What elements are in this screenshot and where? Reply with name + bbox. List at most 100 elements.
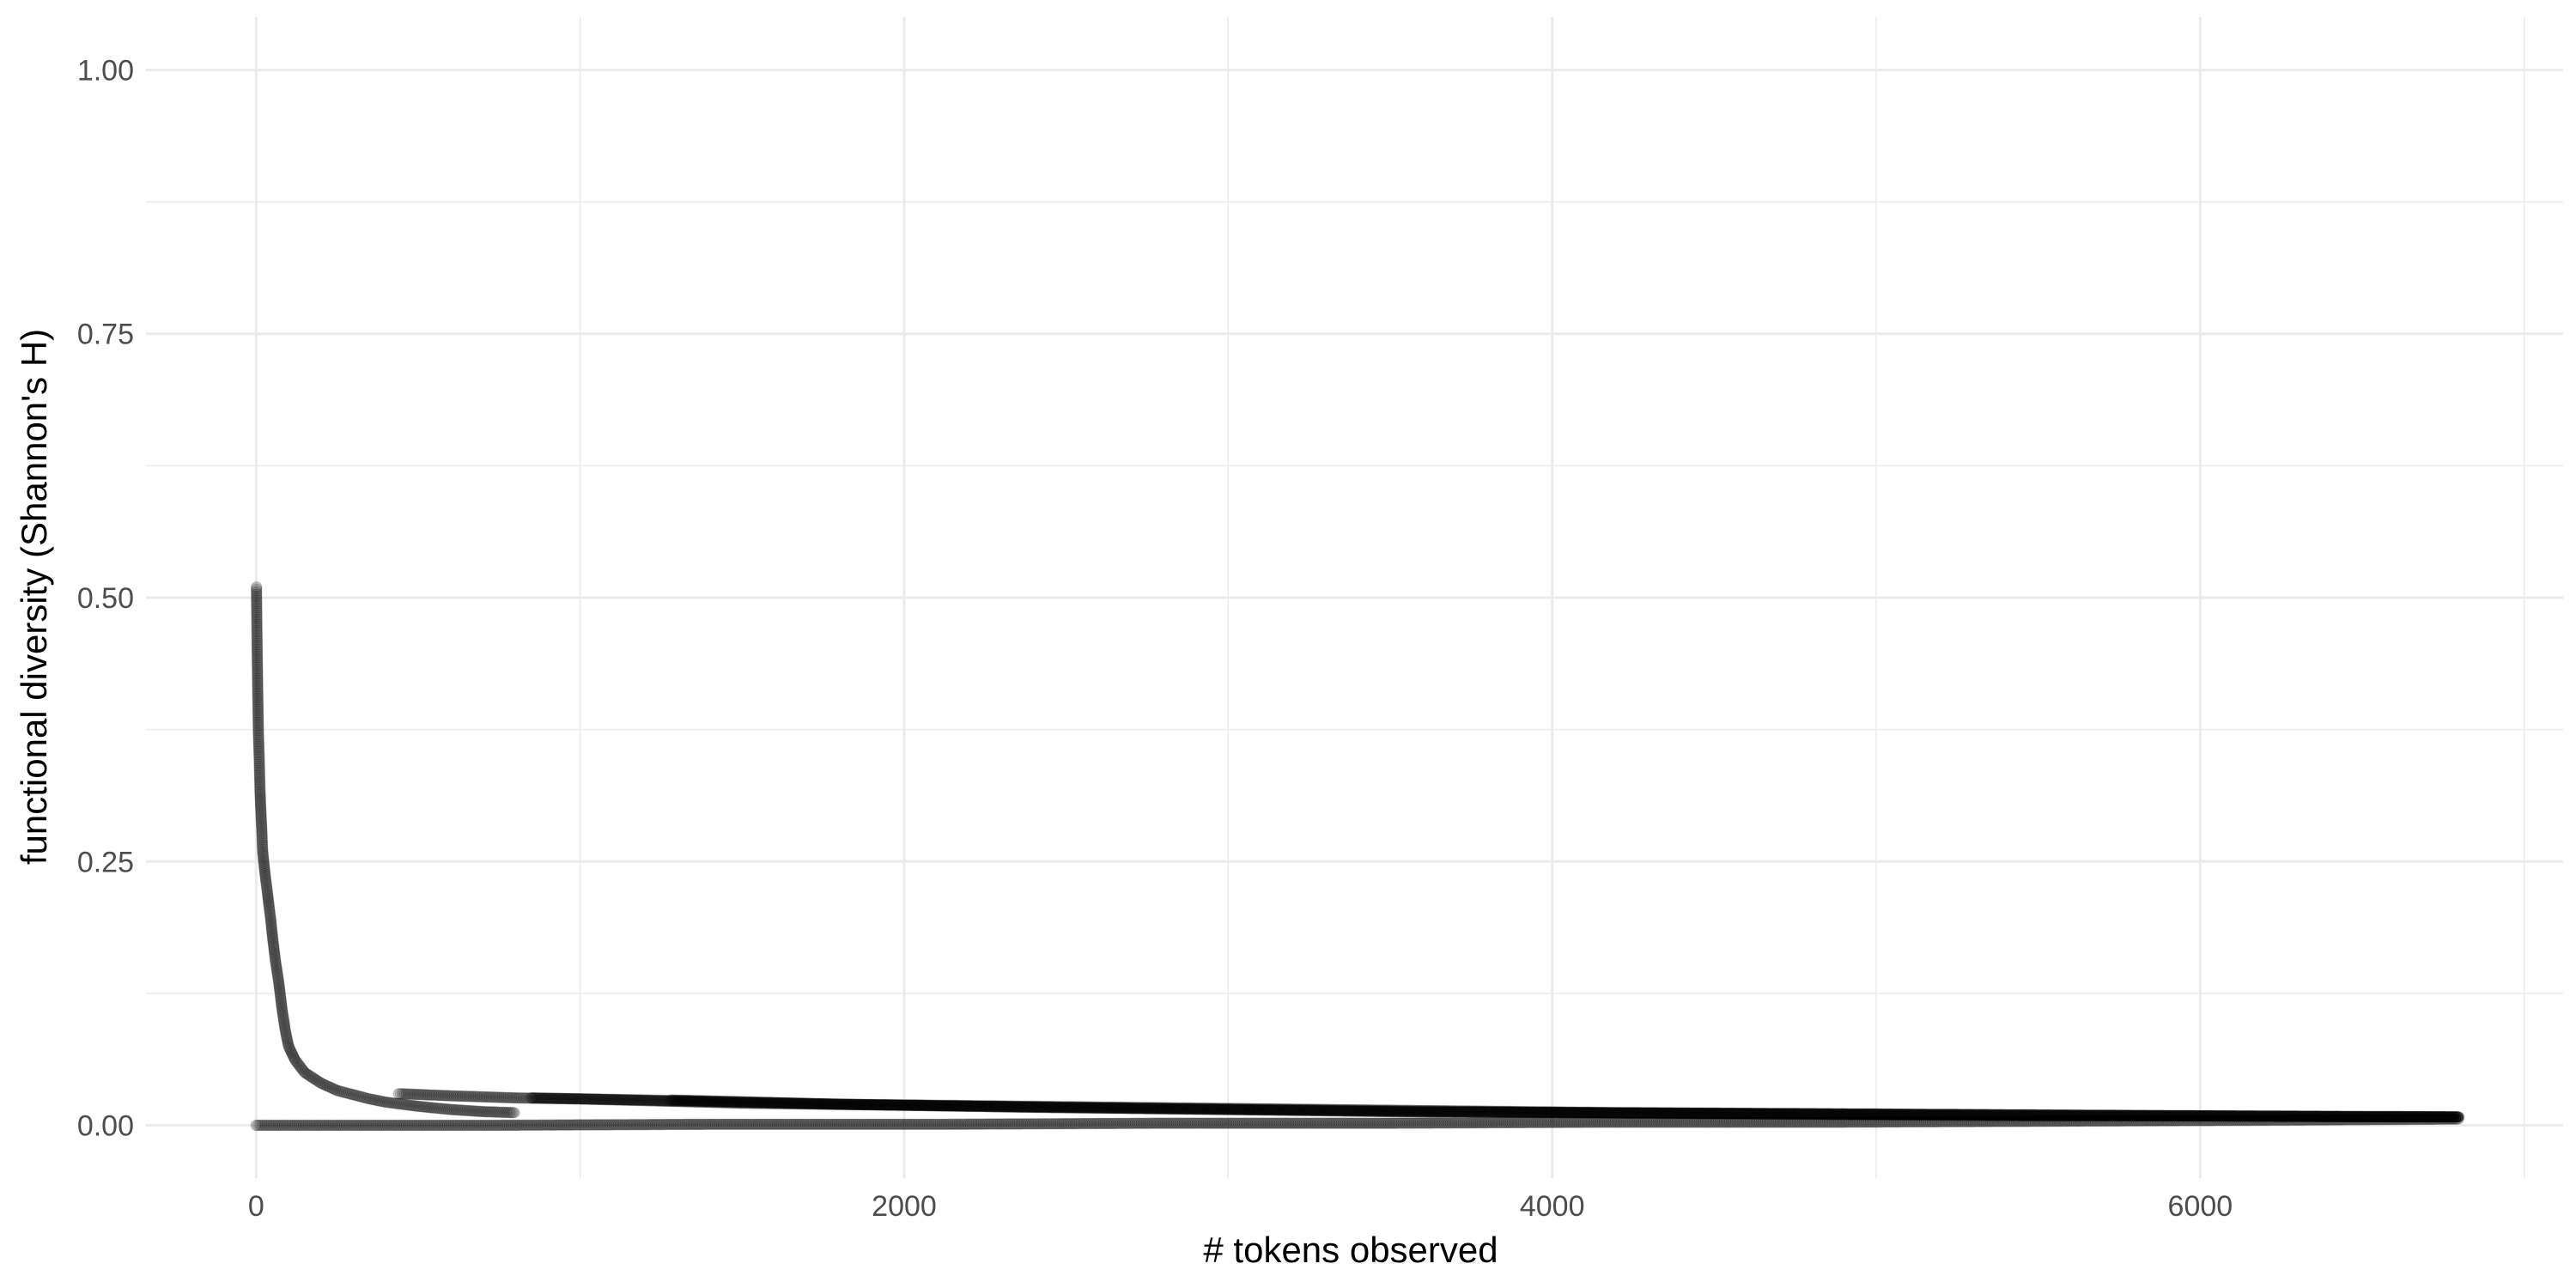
data-point bbox=[477, 1105, 489, 1118]
data-point bbox=[257, 848, 269, 860]
data-point bbox=[826, 1098, 839, 1110]
data-point bbox=[252, 666, 264, 678]
data-point bbox=[823, 1098, 835, 1110]
data-point bbox=[557, 1092, 569, 1105]
data-point bbox=[1018, 1101, 1031, 1113]
data-point bbox=[396, 1098, 408, 1110]
data-point bbox=[416, 1101, 428, 1113]
data-point bbox=[251, 647, 264, 659]
data-point bbox=[665, 1095, 677, 1108]
data-point bbox=[1100, 1102, 1112, 1114]
data-point bbox=[410, 1100, 422, 1112]
data-point bbox=[744, 1097, 756, 1109]
data-point bbox=[1062, 1102, 1074, 1114]
data-point bbox=[252, 663, 264, 675]
data-point bbox=[535, 1092, 548, 1104]
data-point bbox=[270, 956, 282, 968]
data-point bbox=[255, 808, 267, 820]
data-point bbox=[273, 981, 285, 993]
data-point bbox=[450, 1090, 462, 1102]
data-point bbox=[949, 1100, 961, 1112]
data-point bbox=[731, 1097, 743, 1109]
data-point bbox=[435, 1090, 447, 1102]
data-point bbox=[892, 1099, 905, 1111]
data-point bbox=[318, 1078, 331, 1091]
data-point bbox=[660, 1095, 673, 1108]
data-point bbox=[253, 769, 265, 782]
data-point bbox=[1034, 1101, 1046, 1113]
data-point bbox=[455, 1090, 468, 1103]
data-point bbox=[251, 604, 263, 616]
data-point bbox=[252, 732, 264, 744]
data-point bbox=[498, 1091, 510, 1103]
data-point bbox=[987, 1100, 999, 1113]
data-point bbox=[465, 1091, 477, 1103]
data-point bbox=[939, 1100, 951, 1112]
data-point bbox=[952, 1100, 965, 1112]
data-point bbox=[380, 1096, 392, 1109]
data-point bbox=[255, 806, 267, 818]
data-point bbox=[906, 1099, 918, 1111]
data-point bbox=[278, 1018, 290, 1030]
data-point bbox=[252, 671, 264, 684]
data-point bbox=[270, 963, 283, 975]
data-point bbox=[851, 1098, 863, 1111]
data-point bbox=[570, 1093, 582, 1105]
data-point bbox=[254, 795, 266, 808]
data-point bbox=[541, 1092, 553, 1104]
data-point bbox=[657, 1095, 669, 1107]
data-point bbox=[264, 902, 276, 914]
data-point bbox=[254, 783, 266, 795]
data-point bbox=[708, 1097, 720, 1109]
data-point bbox=[258, 859, 270, 872]
data-point bbox=[253, 753, 265, 765]
data-point bbox=[755, 1097, 767, 1109]
data-point bbox=[264, 904, 276, 916]
data-point bbox=[830, 1098, 842, 1110]
data-point bbox=[789, 1097, 801, 1110]
data-point bbox=[252, 655, 264, 668]
data-point bbox=[964, 1100, 976, 1112]
data-point bbox=[270, 957, 282, 969]
data-point bbox=[1042, 1101, 1054, 1114]
data-point bbox=[408, 1088, 420, 1101]
data-point bbox=[301, 1067, 313, 1079]
data-point bbox=[251, 645, 264, 657]
data-point bbox=[251, 623, 263, 635]
data-point bbox=[258, 866, 270, 878]
data-point bbox=[635, 1094, 647, 1107]
data-point bbox=[264, 906, 276, 919]
data-point bbox=[256, 823, 268, 835]
data-point bbox=[263, 896, 275, 908]
data-point bbox=[1043, 1101, 1055, 1114]
data-point bbox=[646, 1095, 658, 1107]
data-point bbox=[422, 1102, 435, 1114]
data-point bbox=[252, 689, 264, 701]
data-point bbox=[670, 1096, 683, 1108]
data-point bbox=[495, 1091, 507, 1103]
data-point bbox=[402, 1088, 414, 1100]
data-point bbox=[437, 1090, 449, 1102]
data-point bbox=[734, 1097, 746, 1109]
data-point bbox=[255, 815, 267, 828]
data-point bbox=[452, 1104, 464, 1116]
data-point bbox=[256, 829, 268, 842]
data-point bbox=[284, 1043, 296, 1055]
data-point bbox=[260, 876, 272, 889]
data-point bbox=[252, 723, 264, 735]
data-point bbox=[513, 1092, 526, 1104]
data-point bbox=[251, 611, 263, 623]
data-point bbox=[251, 609, 263, 622]
data-point bbox=[581, 1093, 594, 1105]
data-point bbox=[276, 1001, 288, 1013]
data-point bbox=[1009, 1101, 1022, 1113]
data-point bbox=[471, 1091, 483, 1103]
data-point bbox=[381, 1097, 393, 1109]
data-point bbox=[502, 1106, 514, 1119]
data-point bbox=[663, 1095, 675, 1108]
data-point bbox=[254, 779, 266, 791]
data-points bbox=[250, 581, 2465, 1132]
data-point bbox=[909, 1099, 921, 1112]
